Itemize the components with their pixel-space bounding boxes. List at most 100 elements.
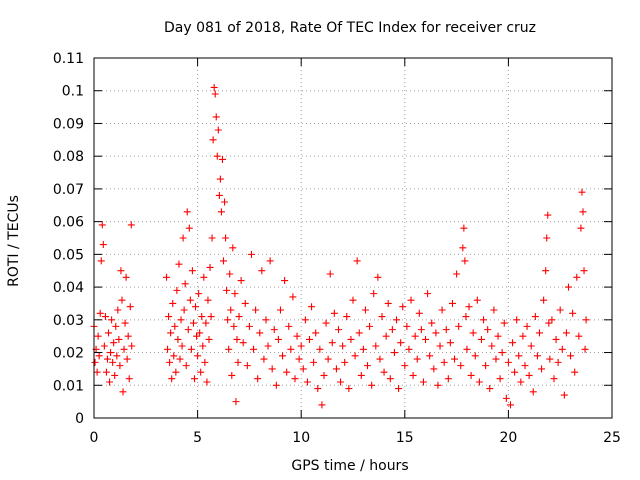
data-point-plus <box>169 299 177 307</box>
data-point-plus <box>496 375 504 383</box>
y-tick-label: 0.07 <box>53 182 84 198</box>
data-point-plus <box>337 378 345 386</box>
data-point-plus <box>121 319 129 327</box>
data-point-plus <box>535 329 543 337</box>
data-point-plus <box>229 244 237 252</box>
data-point-plus <box>168 375 176 383</box>
data-point-plus <box>305 335 313 343</box>
data-point-plus <box>334 326 342 334</box>
data-point-plus <box>252 306 260 314</box>
data-point-plus <box>224 316 232 324</box>
data-point-plus <box>187 345 195 353</box>
data-point-plus <box>247 250 255 258</box>
data-point-plus <box>209 136 217 144</box>
data-point-plus <box>444 375 452 383</box>
data-point-plus <box>395 385 403 393</box>
data-point-plus <box>550 375 558 383</box>
data-point-plus <box>211 90 219 98</box>
data-point-plus <box>123 355 131 363</box>
data-point-plus <box>465 303 473 311</box>
data-point-plus <box>205 335 213 343</box>
data-point-plus <box>276 306 284 314</box>
data-point-plus <box>183 208 191 216</box>
y-tick-label: 0.03 <box>53 313 84 329</box>
data-point-plus <box>322 319 330 327</box>
y-tick-labels: 0 0.01 0.02 0.03 0.04 0.05 0.06 0.07 0.08 0.09 0.1… <box>53 51 84 427</box>
data-point-plus <box>170 352 178 360</box>
data-point-plus <box>198 313 206 321</box>
data-point-plus <box>190 375 198 383</box>
data-point-plus <box>176 355 184 363</box>
data-point-plus <box>258 267 266 275</box>
data-point-plus <box>533 352 541 360</box>
data-point-plus <box>554 358 562 366</box>
data-point-plus <box>467 371 475 379</box>
data-point-plus <box>163 273 171 281</box>
data-point-plus <box>105 329 113 337</box>
data-point-plus <box>231 290 239 298</box>
data-point-plus <box>390 349 398 357</box>
data-point-plus <box>355 329 363 337</box>
data-point-plus <box>178 342 186 350</box>
data-point-plus <box>316 345 324 353</box>
data-point-plus <box>564 283 572 291</box>
data-point-plus <box>285 322 293 330</box>
data-point-plus <box>262 316 270 324</box>
data-point-plus <box>492 355 500 363</box>
data-point-plus <box>460 224 468 232</box>
data-point-plus <box>575 332 583 340</box>
data-point-plus <box>552 335 560 343</box>
data-point-plus <box>295 355 303 363</box>
data-point-plus <box>196 329 204 337</box>
data-point-plus <box>581 345 589 353</box>
data-point-plus <box>475 378 483 386</box>
axis-ticks <box>93 57 613 419</box>
data-point-plus <box>386 375 394 383</box>
data-point-plus <box>411 332 419 340</box>
data-point-plus <box>308 303 316 311</box>
data-point-plus <box>203 378 211 386</box>
data-point-plus <box>293 332 301 340</box>
data-point-plus <box>515 352 523 360</box>
data-point-plus <box>500 319 508 327</box>
data-point-plus <box>227 306 235 314</box>
data-point-plus <box>506 401 514 409</box>
data-point-plus <box>93 368 101 376</box>
data-point-plus <box>462 313 470 321</box>
data-point-plus <box>287 345 295 353</box>
data-point-plus <box>527 342 535 350</box>
data-point-plus <box>310 358 318 366</box>
data-point-plus <box>266 257 274 265</box>
data-point-plus <box>166 358 174 366</box>
data-point-plus <box>415 309 423 317</box>
data-point-plus <box>206 263 214 271</box>
data-point-plus <box>455 322 463 330</box>
data-point-plus <box>107 349 115 357</box>
data-point-plus <box>364 362 372 370</box>
data-point-plus <box>486 385 494 393</box>
data-point-plus <box>438 306 446 314</box>
x-axis-label: GPS time / hours <box>291 458 408 474</box>
x-tick-label: 15 <box>396 430 414 446</box>
data-point-plus <box>428 319 436 327</box>
data-point-plus <box>571 368 579 376</box>
data-point-plus <box>101 313 109 321</box>
data-point-plus <box>172 368 180 376</box>
data-point-plus <box>268 365 276 373</box>
data-point-plus <box>368 381 376 389</box>
data-point-plus <box>372 342 380 350</box>
data-point-plus <box>407 296 415 304</box>
data-point-plus <box>370 290 378 298</box>
data-point-plus <box>197 368 205 376</box>
data-point-plus <box>192 303 200 311</box>
data-point-plus <box>326 270 334 278</box>
y-tick-label: 0.05 <box>53 247 84 263</box>
data-point-plus <box>193 332 201 340</box>
data-point-plus <box>339 342 347 350</box>
data-point-plus <box>562 329 570 337</box>
data-point-plus <box>230 322 238 330</box>
data-point-plus <box>254 375 262 383</box>
data-point-plus <box>446 339 454 347</box>
data-point-plus <box>260 355 268 363</box>
